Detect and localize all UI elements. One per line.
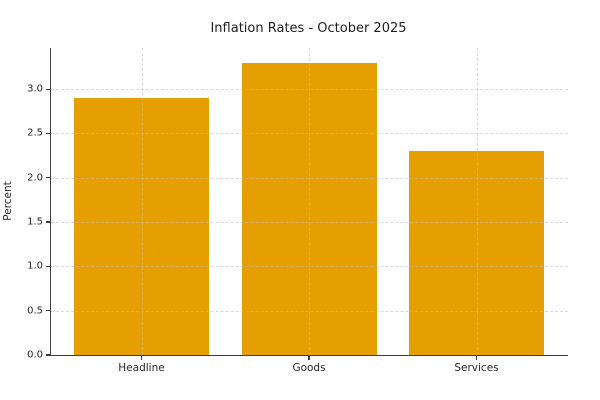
y-tick-label: 0.5: [27, 305, 43, 317]
y-tick-mark: [46, 177, 50, 179]
y-tick-label: 1.0: [27, 260, 43, 272]
chart-title: Inflation Rates - October 2025: [210, 21, 407, 36]
y-tick-mark: [46, 310, 50, 312]
x-tick-label-goods: Goods: [292, 362, 326, 374]
gridline-v: [476, 48, 478, 355]
y-axis-label: Percent: [2, 181, 14, 221]
plot-area: 0.0 0.5 1.0 1.5 2.0 2.5 3.0 Headline Goods Servic…: [27, 48, 568, 374]
y-tick-mark: [46, 265, 50, 267]
y-tick-mark: [46, 132, 50, 135]
y-tick-label: 2.5: [27, 127, 43, 139]
y-tick-mark: [46, 221, 50, 223]
gridline-v: [309, 48, 310, 355]
y-tick-label: 3.0: [27, 83, 43, 95]
gridline-v: [141, 48, 143, 355]
y-tick-label: 2.0: [27, 172, 43, 184]
x-tick-mark: [140, 356, 143, 360]
y-tick-mark: [46, 88, 50, 90]
y-tick-label: 0.0: [27, 349, 43, 361]
y-tick-mark: [46, 354, 50, 356]
y-tick-label: 1.5: [27, 216, 43, 228]
x-tick-mark: [475, 356, 478, 360]
x-tick-label-services: Services: [454, 362, 499, 374]
x-tick-mark: [308, 356, 310, 360]
x-tick-label-headline: Headline: [118, 362, 165, 374]
